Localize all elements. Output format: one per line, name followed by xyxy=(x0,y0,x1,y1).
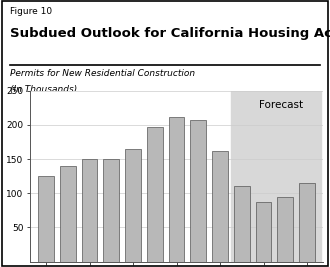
Bar xyxy=(169,117,184,262)
Bar xyxy=(60,166,76,262)
Bar xyxy=(299,183,315,262)
Text: Forecast: Forecast xyxy=(259,100,303,110)
Text: Permits for New Residential Construction: Permits for New Residential Construction xyxy=(10,69,195,78)
Bar xyxy=(256,202,271,262)
Bar xyxy=(278,197,293,262)
Bar xyxy=(190,120,206,262)
Bar xyxy=(38,176,54,262)
Bar xyxy=(82,159,97,262)
Text: Figure 10: Figure 10 xyxy=(10,7,52,16)
Text: (In Thousands): (In Thousands) xyxy=(10,85,77,94)
Bar xyxy=(125,149,141,262)
Bar xyxy=(147,127,163,262)
Bar xyxy=(212,151,228,262)
Text: Subdued Outlook for California Housing Activity: Subdued Outlook for California Housing A… xyxy=(10,27,330,40)
Bar xyxy=(231,91,321,262)
Bar xyxy=(103,159,119,262)
Bar xyxy=(234,186,250,262)
